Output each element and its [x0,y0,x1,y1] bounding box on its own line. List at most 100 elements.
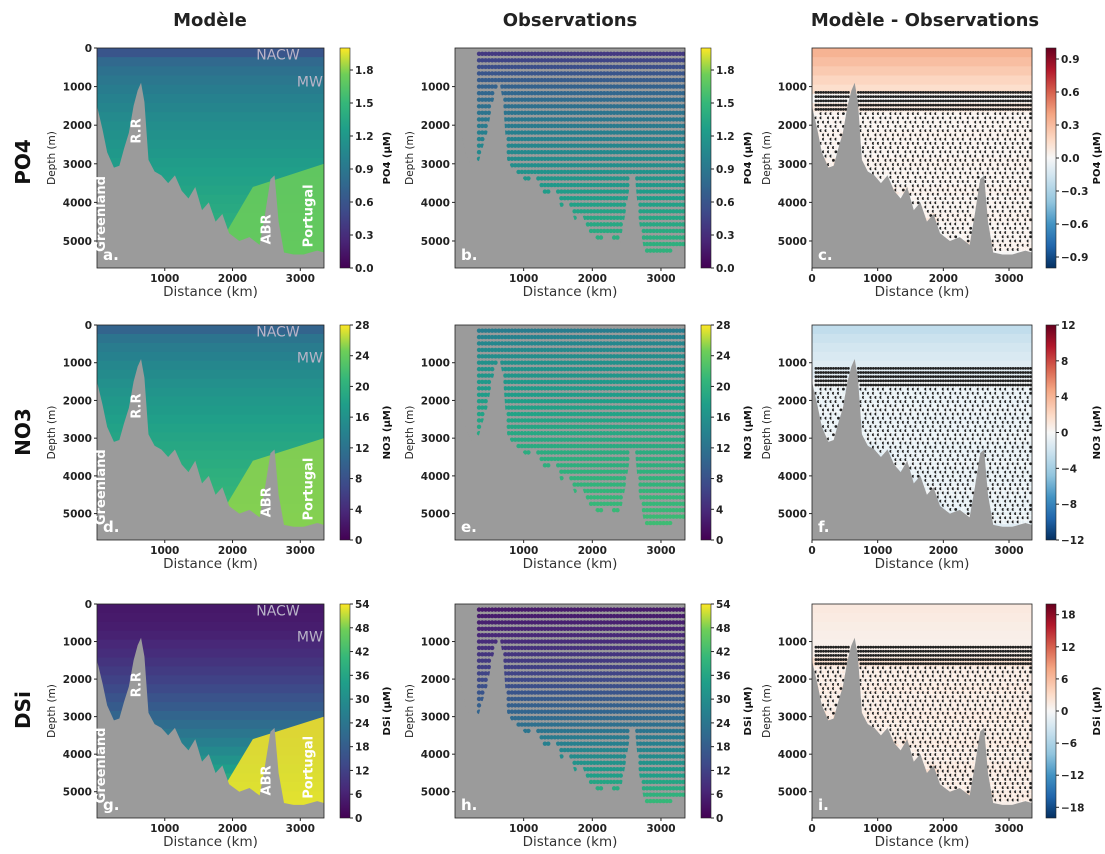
obs-point [595,347,600,353]
obs-point [631,366,637,372]
obs-point [658,341,663,346]
obs-point [565,71,571,76]
obs-point [480,71,485,76]
obs-point [651,241,656,247]
obs-point [569,366,574,372]
obs-point [611,169,617,175]
obs-point [671,366,676,372]
obs-point [569,58,574,63]
missing-data-point [861,107,865,111]
missing-data-point [1029,171,1032,175]
obs-point [503,97,508,102]
missing-data-point [994,95,998,99]
obs-point [635,110,640,116]
obs-point [565,334,571,340]
missing-data-point [1019,103,1022,107]
missing-data-point [896,107,900,111]
obs-point [578,64,584,70]
missing-data-point [841,90,845,94]
obs-point [602,123,607,129]
obs-point [526,110,531,116]
y-tick-label: 4000 [421,197,450,209]
obs-point [674,373,679,378]
missing-data-point [866,95,870,99]
obs-point [635,328,640,333]
obs-point [608,117,614,122]
missing-data-point [971,99,975,103]
obs-point [516,64,521,70]
obs-point [602,215,607,221]
obs-point [615,182,620,188]
obs-point [621,143,627,148]
obs-point [503,366,508,372]
obs-point [536,163,541,168]
missing-data-point [924,107,928,111]
obs-point [598,130,604,135]
field-band [97,369,324,380]
obs-point [618,209,623,214]
obs-point [602,341,607,346]
field-band [97,57,324,67]
obs-point [522,176,528,181]
obs-point [658,58,663,63]
missing-data-point [884,99,888,103]
obs-point [677,222,683,227]
obs-point [598,58,604,63]
obs-point [631,347,637,353]
obs-point [628,51,633,56]
obs-point [638,123,643,129]
obs-point [635,64,640,70]
obs-point [588,117,594,122]
obs-point [575,379,581,385]
obs-point [654,248,660,253]
obs-point [671,110,676,116]
diff-point [1028,132,1032,138]
obs-point [588,71,594,76]
obs-point [641,130,647,135]
obs-point [611,97,617,102]
obs-point [641,123,647,129]
obs-point [618,71,623,76]
obs-point [618,110,623,116]
obs-point [674,123,679,129]
obs-point [569,182,574,188]
obs-point [615,202,620,207]
missing-data-point [931,90,935,94]
obs-point [585,58,590,63]
missing-data-point [981,99,985,103]
obs-point [648,143,653,148]
obs-point [661,228,666,234]
missing-data-point [996,90,1000,94]
x-tick-label: 2000 [218,545,247,557]
obs-point [562,347,567,353]
missing-data-point [837,95,840,99]
missing-data-point [981,90,985,94]
obs-point [654,228,660,234]
obs-point [671,77,676,83]
field-band [812,66,1032,77]
obs-point [602,163,607,168]
obs-point [638,215,643,221]
obs-point [658,117,663,122]
diff-point [1028,226,1032,231]
obs-point [542,97,548,102]
obs-point [496,341,502,346]
obs-point [490,71,495,76]
obs-point [674,195,679,201]
obs-point [638,209,643,214]
field-band [97,75,324,86]
obs-point [526,71,531,76]
obs-point [572,189,577,194]
obs-point [654,77,660,83]
plot-area [97,48,324,268]
obs-point [592,328,597,333]
obs-point [681,189,685,194]
obs-point [532,58,538,63]
obs-point [611,215,617,221]
obs-point [611,235,617,240]
obs-point [575,104,581,109]
obs-point [621,110,627,116]
obs-point [476,354,482,359]
obs-point [506,51,511,56]
missing-data-point [906,95,910,99]
